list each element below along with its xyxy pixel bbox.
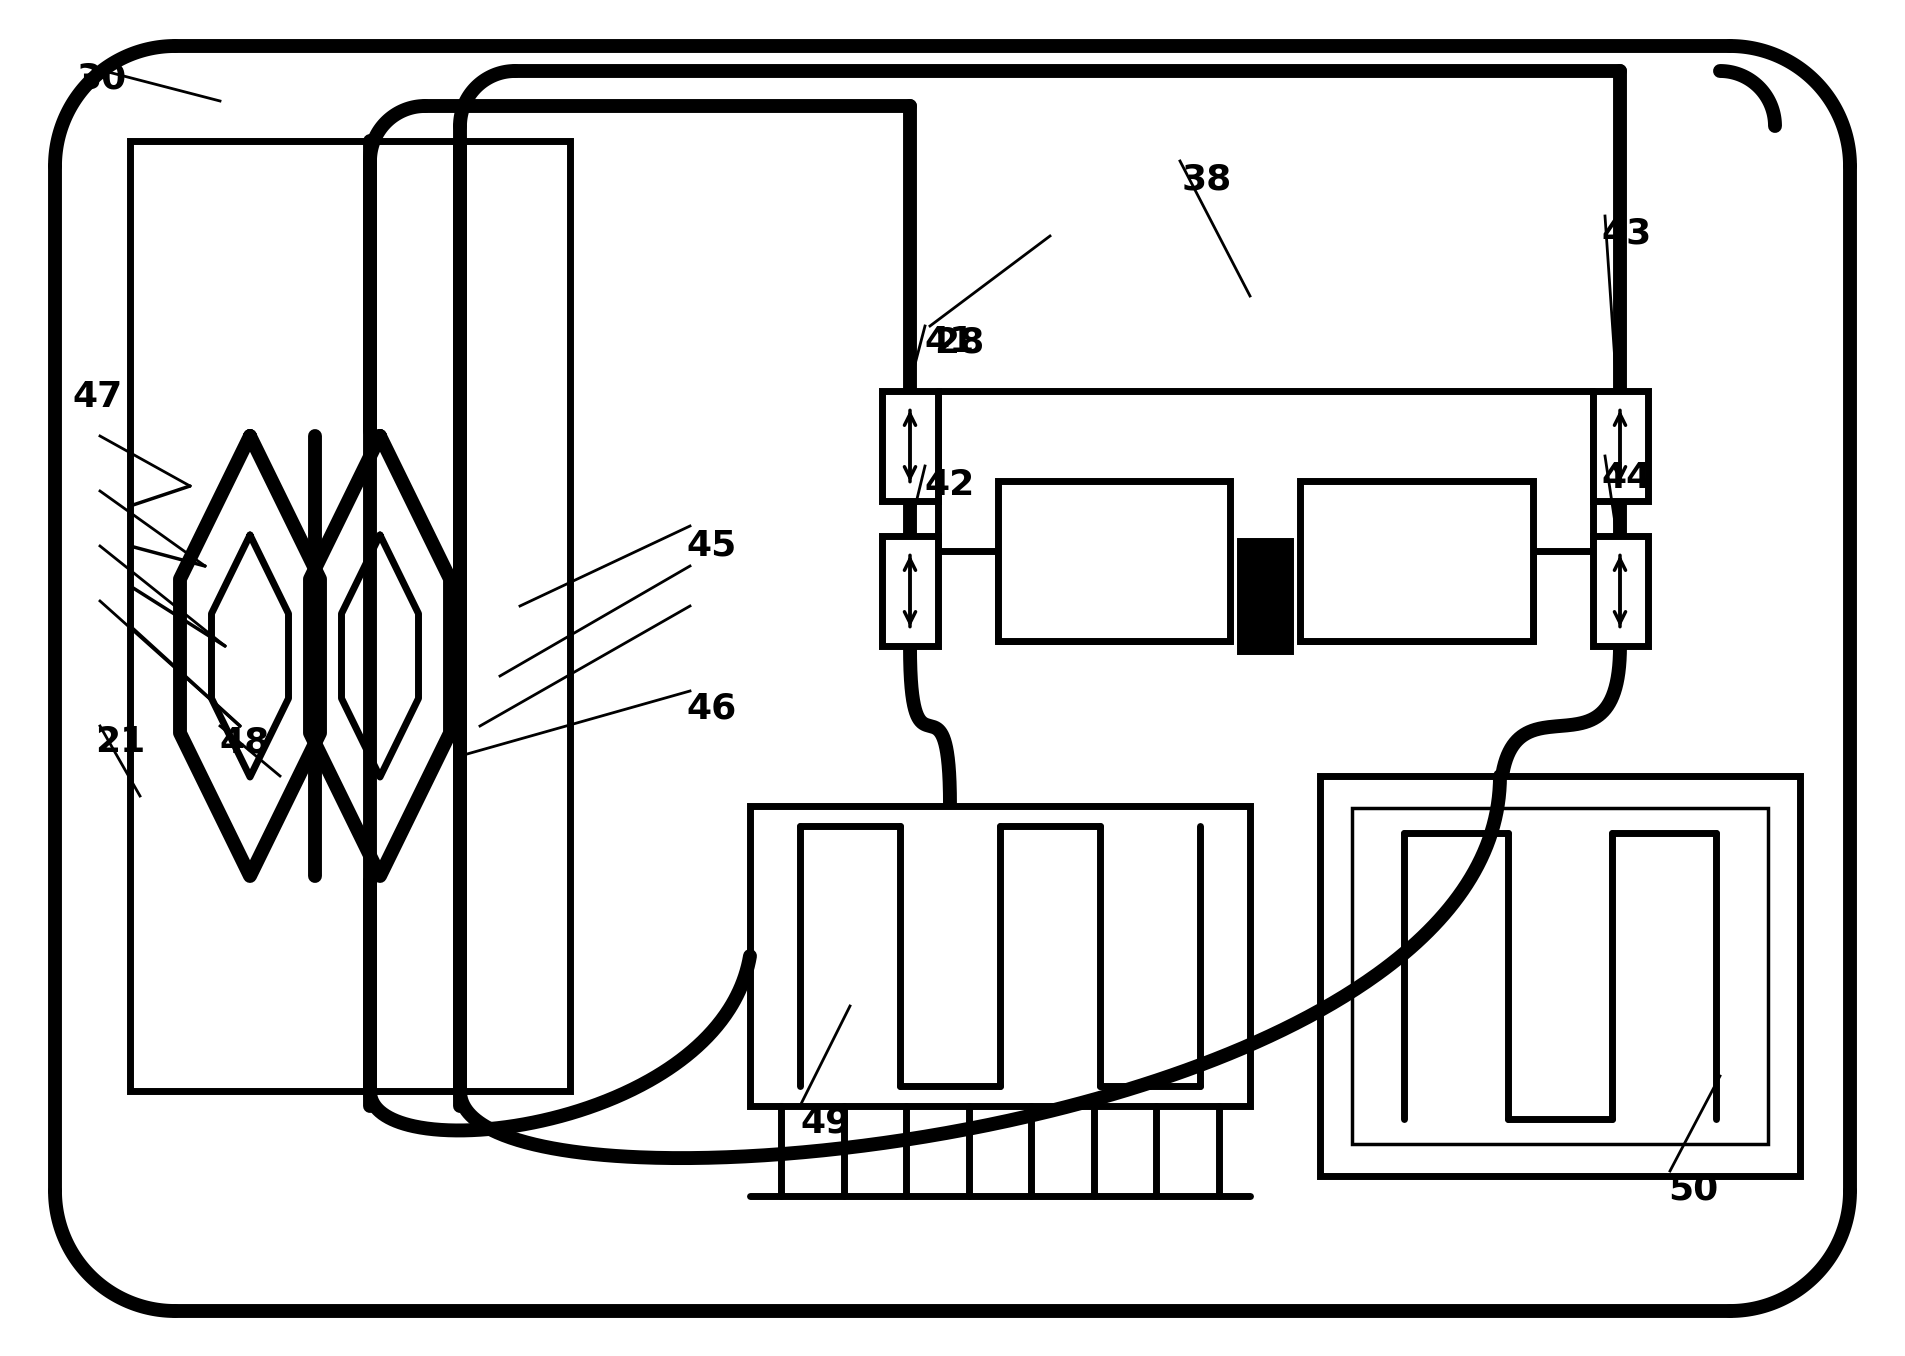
- Text: 44: 44: [1600, 461, 1650, 495]
- Text: 28: 28: [933, 325, 983, 359]
- Text: 47: 47: [72, 380, 122, 414]
- Bar: [1593, 536, 1646, 645]
- Text: 38: 38: [1181, 163, 1231, 197]
- Bar: [1240, 541, 1290, 651]
- Bar: [1320, 776, 1798, 1176]
- Text: 45: 45: [686, 529, 735, 563]
- Bar: [1299, 481, 1532, 641]
- Text: 30: 30: [76, 61, 126, 95]
- Bar: [882, 536, 937, 645]
- Bar: [749, 805, 1250, 1106]
- Text: 50: 50: [1667, 1173, 1716, 1207]
- Text: 49: 49: [800, 1105, 850, 1139]
- Text: 41: 41: [924, 325, 973, 359]
- Text: 42: 42: [924, 468, 973, 502]
- Text: 48: 48: [219, 725, 269, 759]
- Text: 21: 21: [95, 725, 145, 759]
- Bar: [996, 481, 1229, 641]
- Text: 46: 46: [686, 692, 735, 725]
- Bar: [1351, 808, 1768, 1144]
- Text: 43: 43: [1600, 217, 1650, 251]
- Bar: [1593, 391, 1646, 500]
- Bar: [882, 391, 937, 500]
- Bar: [130, 141, 570, 1092]
